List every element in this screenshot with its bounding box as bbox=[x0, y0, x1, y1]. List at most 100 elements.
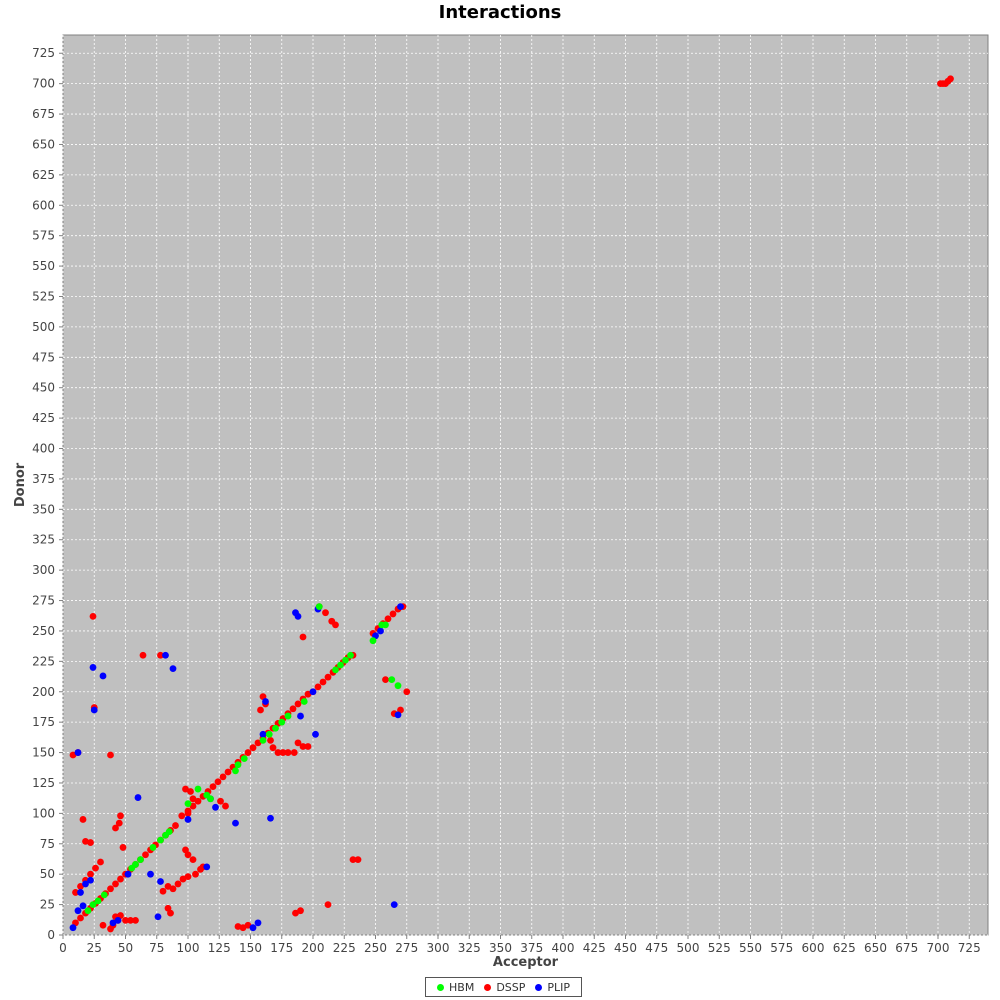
point-plip bbox=[212, 803, 219, 811]
point-dssp bbox=[92, 864, 99, 872]
point-dssp bbox=[169, 885, 177, 893]
point-dssp bbox=[269, 744, 277, 752]
point-dssp bbox=[99, 921, 107, 929]
point-plip bbox=[87, 876, 94, 884]
point-hbm bbox=[232, 767, 239, 775]
point-hbm bbox=[240, 755, 248, 763]
x-tick-label: 300 bbox=[427, 941, 450, 955]
point-dssp bbox=[87, 870, 94, 878]
point-plip bbox=[203, 863, 211, 871]
point-hbm bbox=[137, 856, 144, 863]
point-dssp bbox=[115, 819, 123, 827]
x-tick-label: 175 bbox=[270, 941, 293, 955]
y-tick-label: 450 bbox=[32, 381, 55, 395]
point-dssp bbox=[178, 812, 186, 820]
point-dssp bbox=[187, 788, 194, 795]
point-dssp bbox=[289, 705, 297, 713]
point-dssp bbox=[314, 683, 322, 691]
point-dssp bbox=[139, 651, 147, 659]
legend-label-hbm: HBM bbox=[449, 980, 475, 994]
x-tick-label: 200 bbox=[302, 941, 325, 955]
y-tick-label: 275 bbox=[32, 594, 55, 608]
y-tick-label: 100 bbox=[32, 806, 55, 820]
point-plip bbox=[259, 730, 267, 738]
point-plip bbox=[294, 612, 302, 620]
point-dssp bbox=[290, 749, 298, 756]
point-dssp bbox=[324, 673, 332, 681]
point-dssp bbox=[332, 621, 339, 629]
x-tick-label: 375 bbox=[520, 941, 543, 955]
point-hbm bbox=[342, 656, 349, 664]
x-tick-label: 600 bbox=[802, 941, 825, 955]
point-plip bbox=[169, 665, 177, 673]
point-plip bbox=[312, 730, 319, 738]
point-hbm bbox=[315, 603, 323, 611]
point-dssp bbox=[284, 749, 292, 756]
point-dssp bbox=[189, 795, 197, 803]
x-tick-label: 125 bbox=[208, 941, 231, 955]
point-dssp bbox=[209, 783, 217, 791]
x-tick-label: 25 bbox=[87, 941, 102, 955]
point-plip bbox=[267, 814, 274, 822]
point-hbm bbox=[157, 836, 164, 844]
x-tick-label: 350 bbox=[489, 941, 512, 955]
legend-label-plip: PLIP bbox=[547, 980, 571, 994]
point-dssp bbox=[167, 909, 174, 917]
point-dssp bbox=[354, 856, 362, 863]
y-tick-label: 200 bbox=[32, 685, 55, 699]
y-tick-label: 50 bbox=[40, 867, 55, 881]
point-dssp bbox=[112, 824, 119, 832]
point-hbm bbox=[265, 730, 273, 738]
point-dssp bbox=[279, 749, 287, 756]
y-tick-label: 250 bbox=[32, 624, 55, 638]
point-dssp bbox=[249, 744, 257, 752]
legend-item-dssp: DSSP bbox=[484, 981, 525, 994]
x-axis-label: Acceptor bbox=[493, 955, 559, 970]
x-tick-label: 325 bbox=[458, 941, 481, 955]
point-hbm bbox=[332, 666, 339, 674]
y-tick-label: 725 bbox=[32, 46, 55, 60]
point-hbm bbox=[278, 718, 286, 726]
x-tick-label: 400 bbox=[552, 941, 575, 955]
y-tick-label: 425 bbox=[32, 411, 55, 425]
point-plip bbox=[154, 913, 162, 921]
point-hbm bbox=[300, 698, 308, 705]
y-tick-label: 325 bbox=[32, 533, 55, 547]
point-plip bbox=[99, 672, 107, 680]
point-plip bbox=[397, 603, 404, 611]
legend-marker-hbm bbox=[437, 983, 444, 991]
point-dssp bbox=[87, 839, 94, 846]
point-plip bbox=[377, 627, 384, 635]
point-plip bbox=[232, 819, 239, 827]
point-hbm bbox=[234, 761, 242, 769]
point-hbm bbox=[89, 901, 97, 908]
point-dssp bbox=[172, 822, 179, 829]
y-tick-label: 650 bbox=[32, 137, 55, 151]
point-plip bbox=[157, 878, 164, 885]
point-hbm bbox=[184, 800, 192, 808]
point-hbm bbox=[394, 682, 402, 690]
legend-marker-plip bbox=[535, 983, 543, 991]
y-tick-label: 75 bbox=[40, 837, 55, 851]
point-plip bbox=[162, 651, 169, 659]
point-hbm bbox=[132, 861, 139, 868]
point-dssp bbox=[107, 751, 114, 759]
chart-title: Interactions bbox=[438, 2, 562, 23]
point-hbm bbox=[284, 712, 292, 720]
point-dssp bbox=[322, 609, 329, 617]
x-tick-label: 700 bbox=[927, 941, 950, 955]
point-hbm bbox=[272, 724, 279, 732]
point-plip bbox=[262, 698, 269, 705]
point-plip bbox=[90, 706, 98, 714]
point-dssp bbox=[184, 809, 192, 817]
y-tick-label: 575 bbox=[32, 229, 55, 243]
point-dssp bbox=[174, 880, 182, 888]
point-plip bbox=[249, 924, 257, 932]
point-plip bbox=[74, 907, 82, 915]
point-dssp bbox=[192, 870, 199, 878]
y-axis-label: Donor bbox=[13, 462, 28, 507]
x-tick-label: 0 bbox=[59, 941, 67, 955]
point-plip bbox=[114, 917, 122, 924]
point-plip bbox=[82, 880, 89, 888]
point-hbm bbox=[259, 737, 267, 744]
